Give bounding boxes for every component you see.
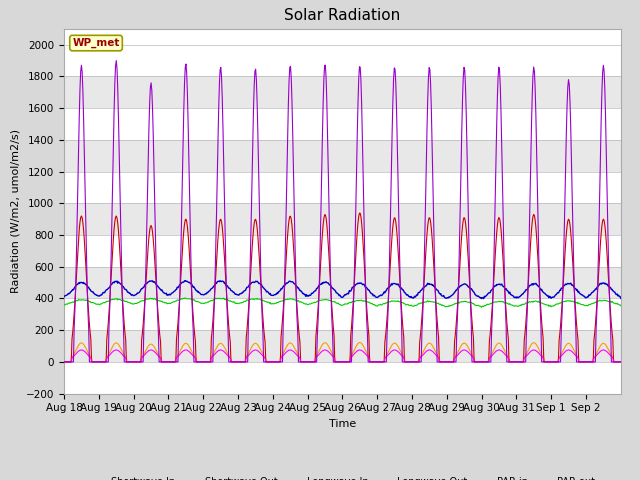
- X-axis label: Time: Time: [329, 419, 356, 429]
- Y-axis label: Radiation (W/m2, umol/m2/s): Radiation (W/m2, umol/m2/s): [10, 129, 20, 293]
- Title: Solar Radiation: Solar Radiation: [284, 9, 401, 24]
- Bar: [64, 330, 621, 362]
- Bar: [64, 171, 621, 203]
- Bar: [64, 203, 621, 235]
- Bar: [64, 299, 621, 330]
- Bar: [64, 267, 621, 299]
- Bar: [64, 45, 621, 76]
- Bar: [64, 140, 621, 171]
- Bar: [64, 108, 621, 140]
- Bar: [64, 76, 621, 108]
- Legend: Shortwave In, Shortwave Out, Longwave In, Longwave Out, PAR in, PAR out: Shortwave In, Shortwave Out, Longwave In…: [86, 473, 599, 480]
- Bar: [64, 235, 621, 267]
- Bar: [64, 362, 621, 394]
- Text: WP_met: WP_met: [72, 38, 120, 48]
